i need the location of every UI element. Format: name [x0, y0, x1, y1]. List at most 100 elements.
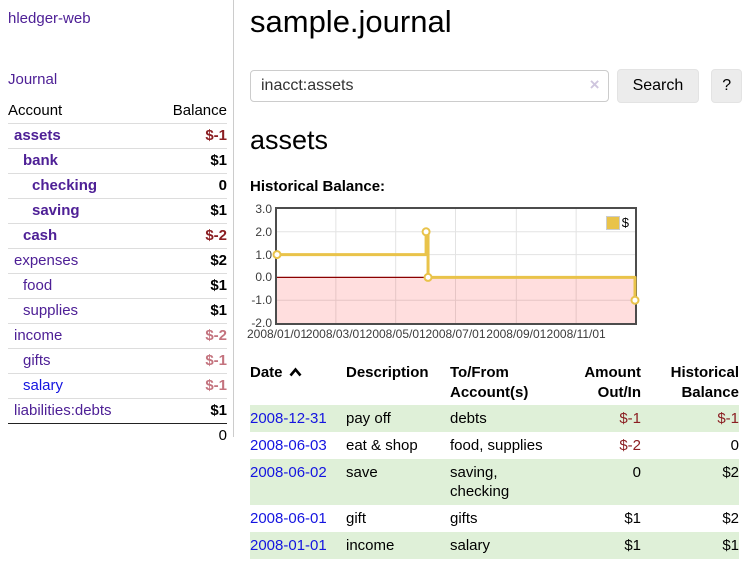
account-balance: $1 — [166, 298, 227, 324]
transaction-description: income — [346, 537, 395, 554]
transaction-amount: $1 — [624, 537, 641, 554]
transaction-date-link[interactable]: 2008-12-31 — [250, 410, 327, 427]
sidebar-item-journal[interactable]: Journal — [8, 71, 58, 88]
account-link-expenses[interactable]: expenses — [14, 252, 79, 269]
description-column-header: Description — [346, 364, 429, 381]
account-link-income[interactable]: income — [14, 327, 63, 344]
transaction-balance: $-1 — [717, 410, 739, 427]
balance-chart: $ 3.0 2.0 1.0 0.0 -1.0 -2.0 2008/01/01 2008/03/… — [246, 202, 742, 344]
transaction-row: 2008-06-03 eat & shop food, supplies $-2 0 — [250, 432, 739, 459]
amount-column-header: Amount Out/In — [584, 364, 641, 401]
y-axis-tick-label: 0.0 — [255, 270, 272, 285]
account-balance: $-1 — [166, 373, 227, 399]
search-button[interactable]: Search — [616, 69, 700, 103]
account-balance: $1 — [166, 398, 227, 424]
data-point — [630, 295, 640, 305]
transaction-balance: $2 — [722, 510, 739, 527]
transaction-date-link[interactable]: 2008-06-01 — [250, 510, 327, 527]
section-title: assets — [250, 125, 329, 155]
account-column-header: Account — [8, 102, 63, 119]
account-row: assets $-1 — [8, 123, 227, 149]
account-link-saving[interactable]: saving — [32, 202, 80, 219]
transaction-amount: $-1 — [619, 410, 641, 427]
search-box: × — [250, 70, 609, 102]
transaction-date-link[interactable]: 2008-06-02 — [250, 464, 327, 481]
transaction-amount: 0 — [632, 464, 641, 481]
sidebar: hledger-web Journal Account Balance asse… — [0, 0, 234, 448]
transaction-description: eat & shop — [346, 437, 418, 454]
account-row: food $1 — [8, 273, 227, 299]
x-axis-tick-label: 2008/09/01 — [486, 327, 547, 341]
transaction-description: save — [346, 464, 378, 481]
y-axis-tick-label: 1.0 — [255, 247, 272, 262]
account-link-cash[interactable]: cash — [23, 227, 58, 244]
transaction-date-link[interactable]: 2008-01-01 — [250, 537, 327, 554]
clear-search-icon[interactable]: × — [589, 75, 600, 94]
transaction-accounts: gifts — [450, 510, 478, 527]
app-title-link[interactable]: hledger-web — [8, 10, 91, 27]
account-link-assets[interactable]: assets — [14, 127, 61, 144]
account-row: income $-2 — [8, 323, 227, 349]
accounts-total-balance: 0 — [166, 423, 227, 448]
transaction-row: 2008-06-02 save saving, checking 0 $2 — [250, 459, 739, 505]
total-spacer — [8, 423, 166, 448]
account-row: cash $-2 — [8, 223, 227, 249]
plot-area: $ — [272, 207, 640, 325]
transactions-header-row: Date Description To/From Account(s) Amou… — [250, 361, 739, 405]
transactions-table-body: 2008-12-31 pay off debts $-1 $-1 2008-06-03 ea… — [250, 405, 739, 559]
transaction-accounts: food, supplies — [450, 437, 543, 454]
account-row: checking 0 — [8, 173, 227, 199]
account-row: bank $1 — [8, 148, 227, 174]
transaction-balance: 0 — [730, 437, 739, 454]
transaction-row: 2008-06-01 gift gifts $1 $2 — [250, 505, 739, 532]
accounts-table-body: assets $-1 bank $1 checking 0 saving $1 cash $-2 e… — [8, 123, 227, 424]
account-balance: $2 — [166, 248, 227, 274]
account-row: gifts $-1 — [8, 348, 227, 374]
transaction-row: 2008-01-01 income salary $1 $1 — [250, 532, 739, 559]
transaction-amount: $-2 — [619, 437, 641, 454]
accounts-total-row: 0 — [8, 423, 227, 448]
account-balance: $1 — [166, 148, 227, 174]
account-link-food[interactable]: food — [23, 277, 53, 294]
transaction-date-link[interactable]: 2008-06-03 — [250, 437, 327, 454]
y-axis-tick-label: 3.0 — [255, 202, 272, 216]
legend-label: $ — [621, 215, 629, 230]
transaction-description: pay off — [346, 410, 391, 427]
account-row: supplies $1 — [8, 298, 227, 324]
account-link-checking[interactable]: checking — [32, 177, 98, 194]
account-balance: $1 — [166, 273, 227, 299]
chart-legend: $ — [604, 215, 630, 230]
search-input[interactable] — [250, 70, 609, 102]
chart-canvas — [272, 209, 640, 323]
account-link-liabilities-debts[interactable]: liabilities:debts — [14, 402, 112, 419]
page-title: sample.journal — [250, 4, 452, 39]
data-point — [272, 250, 282, 260]
x-axis-tick-label: 2008/01/01 — [246, 327, 308, 341]
transaction-row: 2008-12-31 pay off debts $-1 $-1 — [250, 405, 739, 432]
legend-swatch — [605, 215, 620, 230]
x-axis-tick-label: 2008/07/01 — [425, 327, 486, 341]
account-balance: $-2 — [166, 223, 227, 249]
y-axis-tick-label: 2.0 — [255, 224, 272, 239]
x-axis-tick-label: 2008/11/01 — [546, 327, 606, 341]
account-link-gifts[interactable]: gifts — [23, 352, 51, 369]
account-row: salary $-1 — [8, 373, 227, 399]
data-point — [421, 227, 431, 237]
help-button[interactable]: ? — [711, 69, 742, 103]
date-column-header[interactable]: Date — [250, 361, 346, 405]
account-link-supplies[interactable]: supplies — [23, 302, 79, 319]
data-point — [423, 272, 433, 282]
account-balance: $-1 — [166, 123, 227, 149]
chart-title: Historical Balance: — [250, 178, 386, 195]
transaction-balance: $1 — [722, 537, 739, 554]
historical-balance-column-header: Historical Balance — [670, 364, 739, 401]
account-link-salary[interactable]: salary — [23, 377, 64, 394]
accounts-header-row: Account Balance — [8, 99, 227, 124]
account-row: expenses $2 — [8, 248, 227, 274]
transaction-description: gift — [346, 510, 367, 527]
main-content: sample.journal × Search ? assets Histori… — [246, 0, 742, 559]
account-link-bank[interactable]: bank — [23, 152, 59, 169]
search-form: × Search ? — [250, 69, 742, 103]
negative-region — [277, 277, 635, 323]
transaction-amount: $1 — [624, 510, 641, 527]
